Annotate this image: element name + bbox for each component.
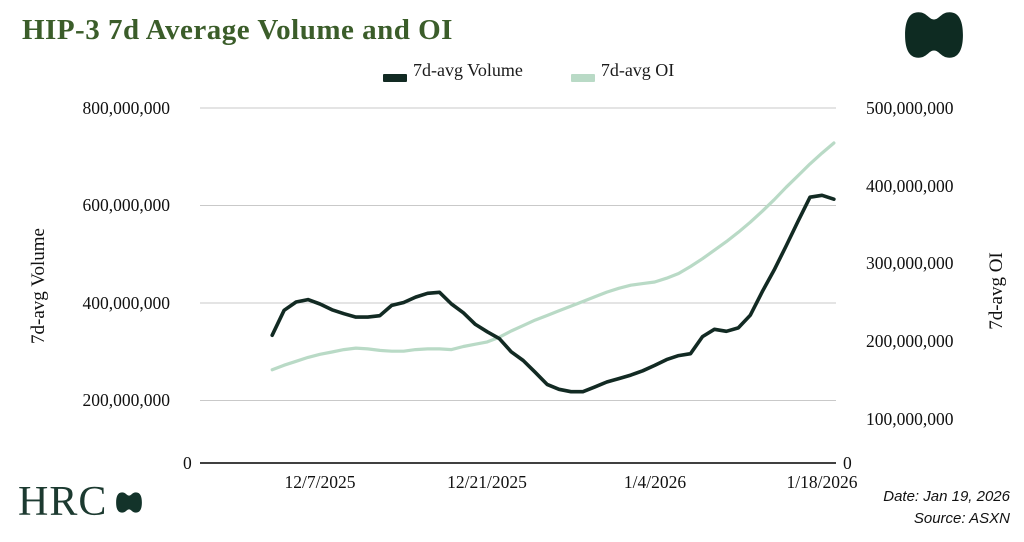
left-tick-zero: 0 (183, 453, 192, 473)
left-axis-title: 7d-avg Volume (28, 228, 49, 344)
left-tick-600m: 600,000,000 (82, 195, 171, 215)
oi-legend-swatch (570, 74, 595, 82)
left-tick-200m: 200,000,000 (82, 390, 171, 410)
footer-source: Source: ASXN (913, 510, 1010, 527)
left-tick-400m: 400,000,000 (82, 293, 171, 313)
legend: 7d-avg Volume 7d-avg OI (383, 60, 674, 82)
x-tick-dec21: 12/21/2025 (447, 472, 527, 492)
x-tick-jan4: 1/4/2026 (623, 472, 687, 492)
hrc-branding: HRC (18, 478, 143, 526)
left-tick-800m: 800,000,000 (82, 98, 171, 118)
right-tick-100m: 100,000,000 (866, 409, 954, 429)
volume-legend-label: 7d-avg Volume (413, 60, 523, 80)
footer-credits: Date: Jan 19, 2026 Source: ASXN (883, 486, 1010, 530)
x-tick-jan18: 1/18/2026 (786, 472, 858, 492)
volume-legend-swatch (383, 74, 407, 82)
right-tick-200m: 200,000,000 (866, 331, 954, 351)
legend-item-volume: 7d-avg Volume (383, 60, 523, 82)
oi-legend-label: 7d-avg OI (600, 60, 675, 80)
right-tick-zero: 0 (843, 453, 852, 473)
hrc-logo-mark-icon (905, 12, 963, 58)
right-axis-title: 7d-avg OI (986, 252, 1007, 330)
right-tick-500m: 500,000,000 (866, 98, 954, 118)
right-tick-400m: 400,000,000 (866, 176, 954, 196)
chart-title: HIP-3 7d Average Volume and OI (22, 14, 453, 46)
hrc-bowtie-icon (116, 491, 143, 513)
oi-line (270, 141, 836, 372)
legend-item-oi: 7d-avg OI (570, 60, 675, 82)
volume-line (270, 193, 836, 394)
right-tick-300m: 300,000,000 (866, 253, 954, 273)
hrc-logo-text: HRC (18, 479, 108, 525)
x-tick-dec7: 12/7/2025 (284, 472, 356, 492)
footer-date: Date: Jan 19, 2026 (883, 488, 1010, 505)
